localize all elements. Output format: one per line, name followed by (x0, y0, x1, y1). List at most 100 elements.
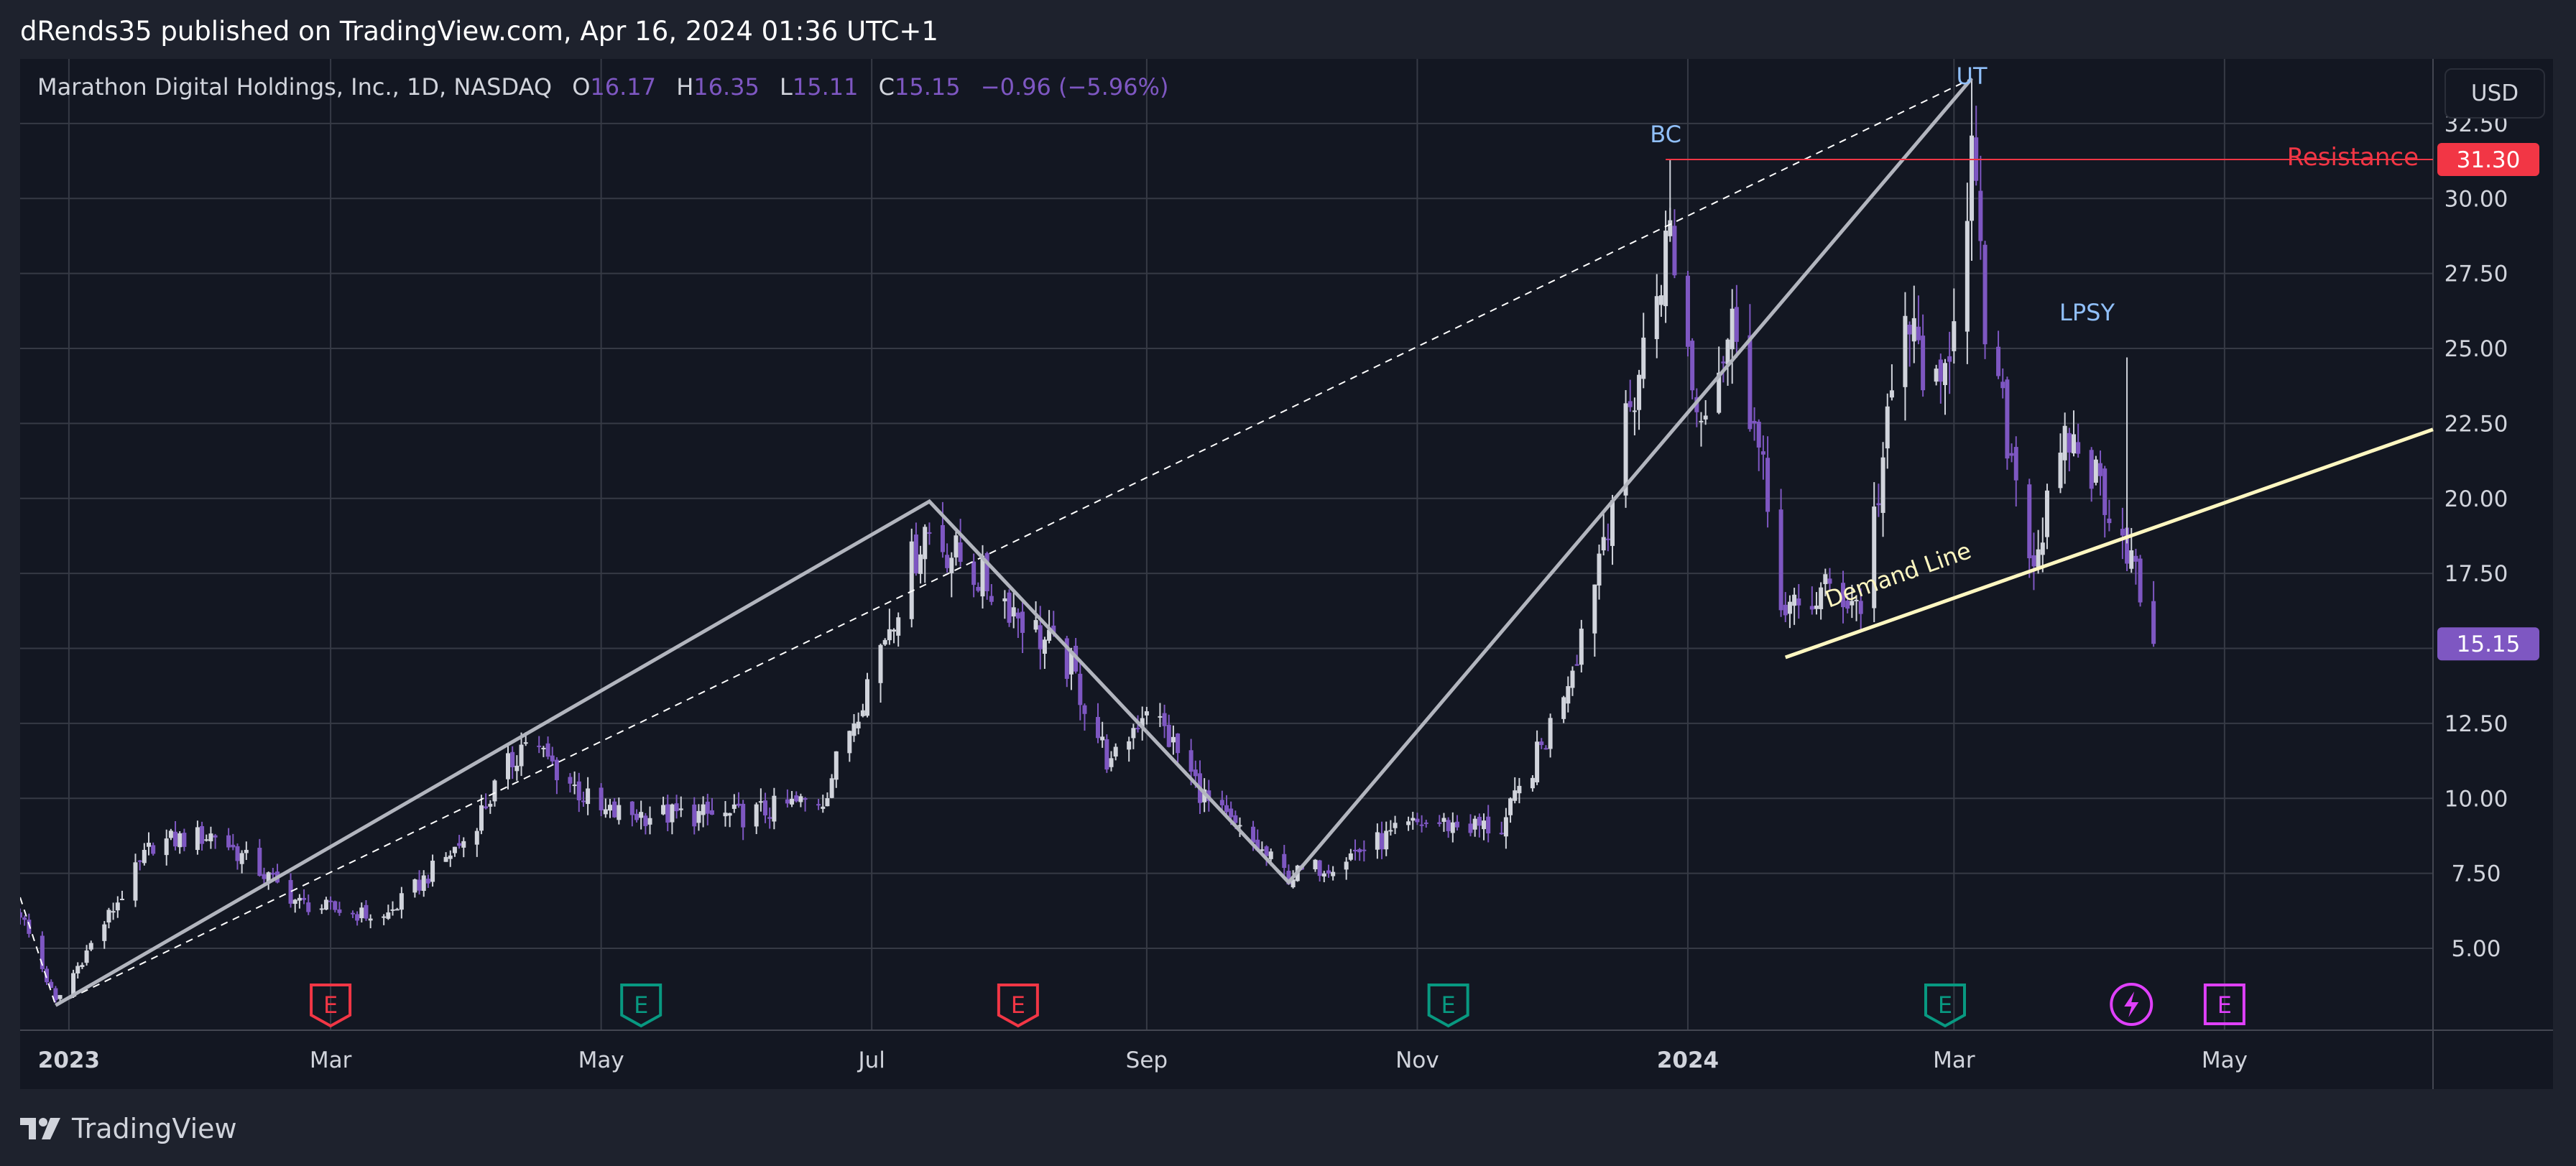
candle-up (847, 731, 852, 754)
candle-down (1841, 583, 1846, 608)
candle-up (1406, 821, 1411, 825)
candle-down (1362, 849, 1367, 851)
candle-up (878, 644, 883, 683)
candle-down (270, 872, 275, 875)
candle-down (1809, 606, 1814, 610)
candle-down (1486, 816, 1491, 834)
candle-up (2072, 434, 2077, 454)
candle-down (173, 831, 178, 847)
candle-down (785, 799, 790, 804)
candle-up (390, 909, 395, 911)
time-tick-label: May (578, 1047, 624, 1073)
candle-down (2120, 529, 2125, 536)
candle-down (1188, 750, 1194, 772)
candle-down (2133, 555, 2138, 562)
candle-up (1566, 686, 1571, 704)
candle-down (674, 803, 679, 812)
candle-up (918, 554, 923, 574)
candle-up (1814, 605, 1819, 609)
candle-up (75, 966, 80, 973)
candle-down (328, 900, 333, 902)
candle-down (2089, 450, 2094, 489)
candle-up (244, 849, 249, 853)
candle-up (1823, 574, 1828, 585)
candle-up (821, 806, 826, 809)
candle-down (1224, 805, 1229, 813)
price-tick-label: 22.50 (2445, 411, 2508, 437)
candle-up (84, 950, 89, 963)
candle-up (1850, 601, 1855, 606)
candle-down (1446, 820, 1451, 831)
candle-up (731, 804, 737, 809)
earnings-glyph: E (323, 991, 338, 1019)
price-tick-label: 12.50 (2445, 711, 2508, 737)
candle-down (1468, 823, 1473, 833)
tradingview-brand[interactable]: TradingView (72, 1113, 237, 1144)
candle-up (1513, 790, 1518, 801)
candle-down (1858, 601, 1863, 614)
currency-button[interactable]: USD (2445, 68, 2545, 119)
chart-pane[interactable]: BC UT LPSY Resistance Demand Line 5.00 7.50 10.… (20, 59, 2553, 1089)
candle-up (412, 879, 417, 893)
candle-down (1064, 638, 1069, 679)
candle-up (266, 872, 271, 882)
event-flash-icon (2110, 983, 2153, 1026)
legend-close-value: 15.15 (894, 73, 961, 101)
candle-down (1162, 713, 1167, 726)
candle-up (492, 780, 497, 802)
candle-down (1685, 275, 1690, 347)
legend-symbol: Marathon Digital Holdings, Inc., 1D, NAS… (37, 73, 553, 101)
candle-up (147, 843, 152, 847)
tradingview-footer: TradingView (20, 1105, 237, 1152)
candle-up (723, 813, 728, 817)
earnings-glyph: E (1011, 991, 1025, 1019)
candle-down (599, 787, 604, 810)
candle-up (834, 751, 839, 780)
candle-up (541, 747, 546, 749)
candle-down (537, 745, 542, 747)
candle-down (1326, 870, 1331, 874)
candle-up (102, 924, 107, 941)
candle-up (1579, 629, 1584, 665)
price-tick-label: 25.00 (2445, 336, 2508, 362)
candle-up (1699, 420, 1704, 422)
candle-up (1411, 818, 1416, 821)
candle-down (1827, 578, 1832, 584)
candle-down (1038, 625, 1043, 649)
dashed-channel-line (20, 78, 1972, 1007)
candle-up (1384, 830, 1389, 850)
candle-up (2129, 550, 2134, 569)
candlestick-chart[interactable]: BC UT LPSY Resistance Demand Line 5.00 7.50 10.… (20, 59, 2553, 1089)
candle-up (909, 541, 914, 619)
candle-down (2125, 527, 2130, 564)
candle-down (2009, 453, 2014, 456)
candle-up (1348, 853, 1353, 860)
candle-up (661, 805, 666, 815)
candle-down (1251, 826, 1256, 843)
candle-up (2040, 542, 2045, 555)
candle-up (1482, 820, 1487, 830)
candle-down (1477, 816, 1482, 826)
candle-down (643, 815, 648, 826)
candle-down (1286, 871, 1291, 884)
time-tick-label: Nov (1395, 1047, 1439, 1073)
upcoming-earnings-icon (2203, 984, 2245, 1025)
candle-up (1260, 849, 1265, 851)
candle-down (53, 988, 58, 1001)
candle-down (2067, 432, 2072, 453)
candle-down (927, 532, 932, 534)
candle-up (1663, 231, 1668, 307)
candle-down (612, 801, 617, 818)
time-tick-label: Mar (1933, 1047, 1975, 1073)
candle-down (803, 797, 808, 800)
candle-down (1219, 800, 1224, 805)
candle-up (1068, 651, 1074, 675)
candle-down (1982, 244, 1988, 345)
demand-line-label: Demand Line (1822, 537, 1975, 613)
candle-up (2044, 490, 2049, 537)
candle-down (550, 755, 555, 762)
candle-up (2036, 549, 2041, 568)
candle-up (1109, 758, 1114, 767)
candle-down (200, 825, 205, 844)
candle-up (639, 812, 644, 818)
